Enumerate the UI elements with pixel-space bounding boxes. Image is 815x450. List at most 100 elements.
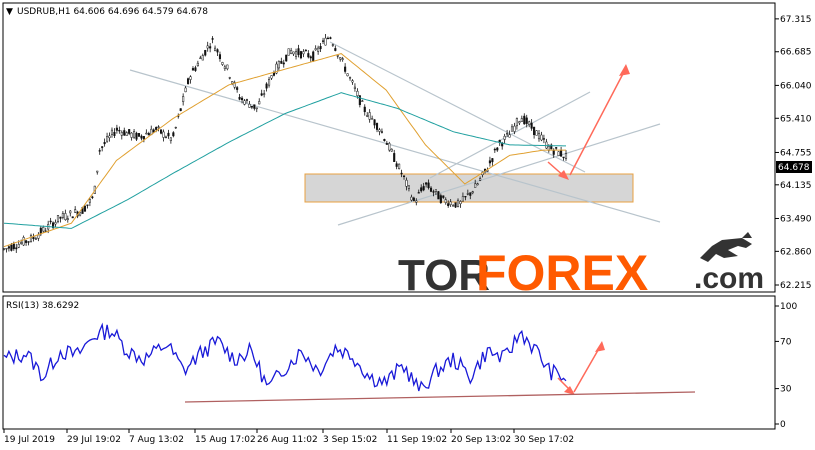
candle-body — [209, 46, 212, 49]
candle-body — [444, 199, 447, 203]
candle-body — [466, 193, 469, 195]
candle-body — [510, 126, 514, 132]
candle-body — [312, 51, 315, 61]
candle-body — [226, 64, 229, 70]
candle-body — [459, 201, 462, 205]
support-zone[interactable] — [304, 173, 634, 203]
current-price-tag: 64.678 — [778, 163, 810, 173]
x-tick-label: 26 Aug 11:02 — [257, 435, 318, 445]
x-tick-label: 29 Jul 19:02 — [67, 435, 121, 445]
channel-line-lower-down[interactable] — [129, 69, 661, 223]
candle-body — [523, 115, 526, 125]
candle-body — [476, 183, 479, 186]
candle-body — [123, 130, 126, 136]
candle-body — [189, 76, 192, 80]
candle-body — [204, 50, 207, 56]
candle-body — [191, 68, 195, 71]
candle-body — [128, 129, 131, 134]
candle-body — [120, 132, 123, 136]
candle-body — [395, 163, 398, 167]
candle-body — [425, 182, 428, 185]
price-y-tick-label: 66.040 — [780, 81, 812, 91]
candle-body — [452, 205, 455, 207]
rsi-line — [3, 322, 567, 392]
candle-body — [400, 172, 403, 175]
x-tick-label: 11 Sep 19:02 — [387, 435, 447, 445]
candle-body — [216, 49, 219, 53]
candle-body — [290, 50, 293, 54]
candle-body — [86, 204, 89, 206]
candle-body — [5, 248, 8, 250]
candle-body — [25, 240, 28, 243]
candle-body — [513, 125, 516, 132]
candle-body — [248, 103, 251, 108]
candle-body — [265, 83, 268, 89]
candle-body — [167, 132, 170, 137]
candle-body — [324, 37, 327, 46]
candle-body — [508, 134, 511, 138]
candle-body — [91, 196, 94, 198]
candle-body — [562, 156, 565, 159]
candle-body — [314, 48, 317, 51]
channel-line-upper-down[interactable] — [329, 41, 586, 173]
candle-body — [221, 62, 224, 65]
candle-body — [353, 86, 356, 89]
brand-text-forex: FOREX — [476, 245, 648, 301]
candle-body — [356, 90, 359, 96]
arrow-head-up — [619, 64, 630, 76]
candle-body — [74, 209, 77, 213]
chart-expand-icon[interactable]: ▼ — [6, 7, 13, 17]
candle-body — [267, 79, 271, 86]
candle-body — [331, 44, 334, 46]
price-forecast-up-arrow — [569, 67, 627, 176]
candle-body — [160, 129, 163, 134]
rsi-arrow-head-down — [564, 386, 575, 395]
candle-body — [27, 241, 30, 243]
candle-body — [292, 51, 295, 55]
candle-body — [22, 237, 25, 246]
candle-body — [491, 158, 494, 163]
candle-body — [54, 222, 57, 225]
rsi-trend-line[interactable] — [184, 391, 696, 403]
x-tick-label: 20 Sep 13:02 — [451, 435, 511, 445]
candle-body — [147, 133, 150, 136]
candle-body — [388, 143, 391, 151]
candle-body — [155, 127, 158, 130]
brand-text-dotcom: .com — [694, 262, 764, 295]
candle-body — [196, 62, 199, 67]
rsi-y-tick-label: 30 — [780, 385, 792, 395]
candle-body — [471, 191, 474, 194]
candle-body — [564, 153, 568, 159]
candle-body — [469, 192, 472, 196]
moving-average-fast — [3, 53, 566, 248]
candle-body — [402, 175, 406, 177]
candle-body — [385, 143, 388, 145]
candle-body — [258, 101, 261, 105]
candle-body — [407, 185, 410, 189]
candle-body — [277, 61, 280, 69]
candle-body — [525, 117, 528, 124]
candle-body — [272, 72, 276, 76]
x-tick-label: 19 Jul 2019 — [4, 435, 55, 445]
candle-body — [346, 73, 349, 77]
candle-body — [115, 127, 118, 131]
candle-body — [157, 126, 160, 128]
candle-body — [253, 104, 256, 109]
channel-line-lower-up[interactable] — [337, 123, 661, 226]
candle-body — [10, 244, 13, 251]
candle-body — [130, 132, 133, 138]
candle-body — [101, 146, 104, 148]
candle-body — [361, 100, 364, 102]
candle-body — [540, 134, 543, 141]
candle-body — [341, 58, 344, 60]
candle-body — [29, 235, 33, 242]
candle-body — [88, 199, 91, 203]
price-y-tick-label: 62.860 — [780, 247, 812, 257]
candle-body — [236, 87, 239, 90]
rsi-header-label: RSI(13) 38.6292 — [6, 301, 79, 311]
candle-body — [184, 87, 187, 93]
candle-body — [125, 132, 128, 136]
candle-body — [410, 196, 413, 201]
price-y-tick-label: 64.135 — [780, 181, 812, 191]
candle-body — [199, 57, 202, 59]
